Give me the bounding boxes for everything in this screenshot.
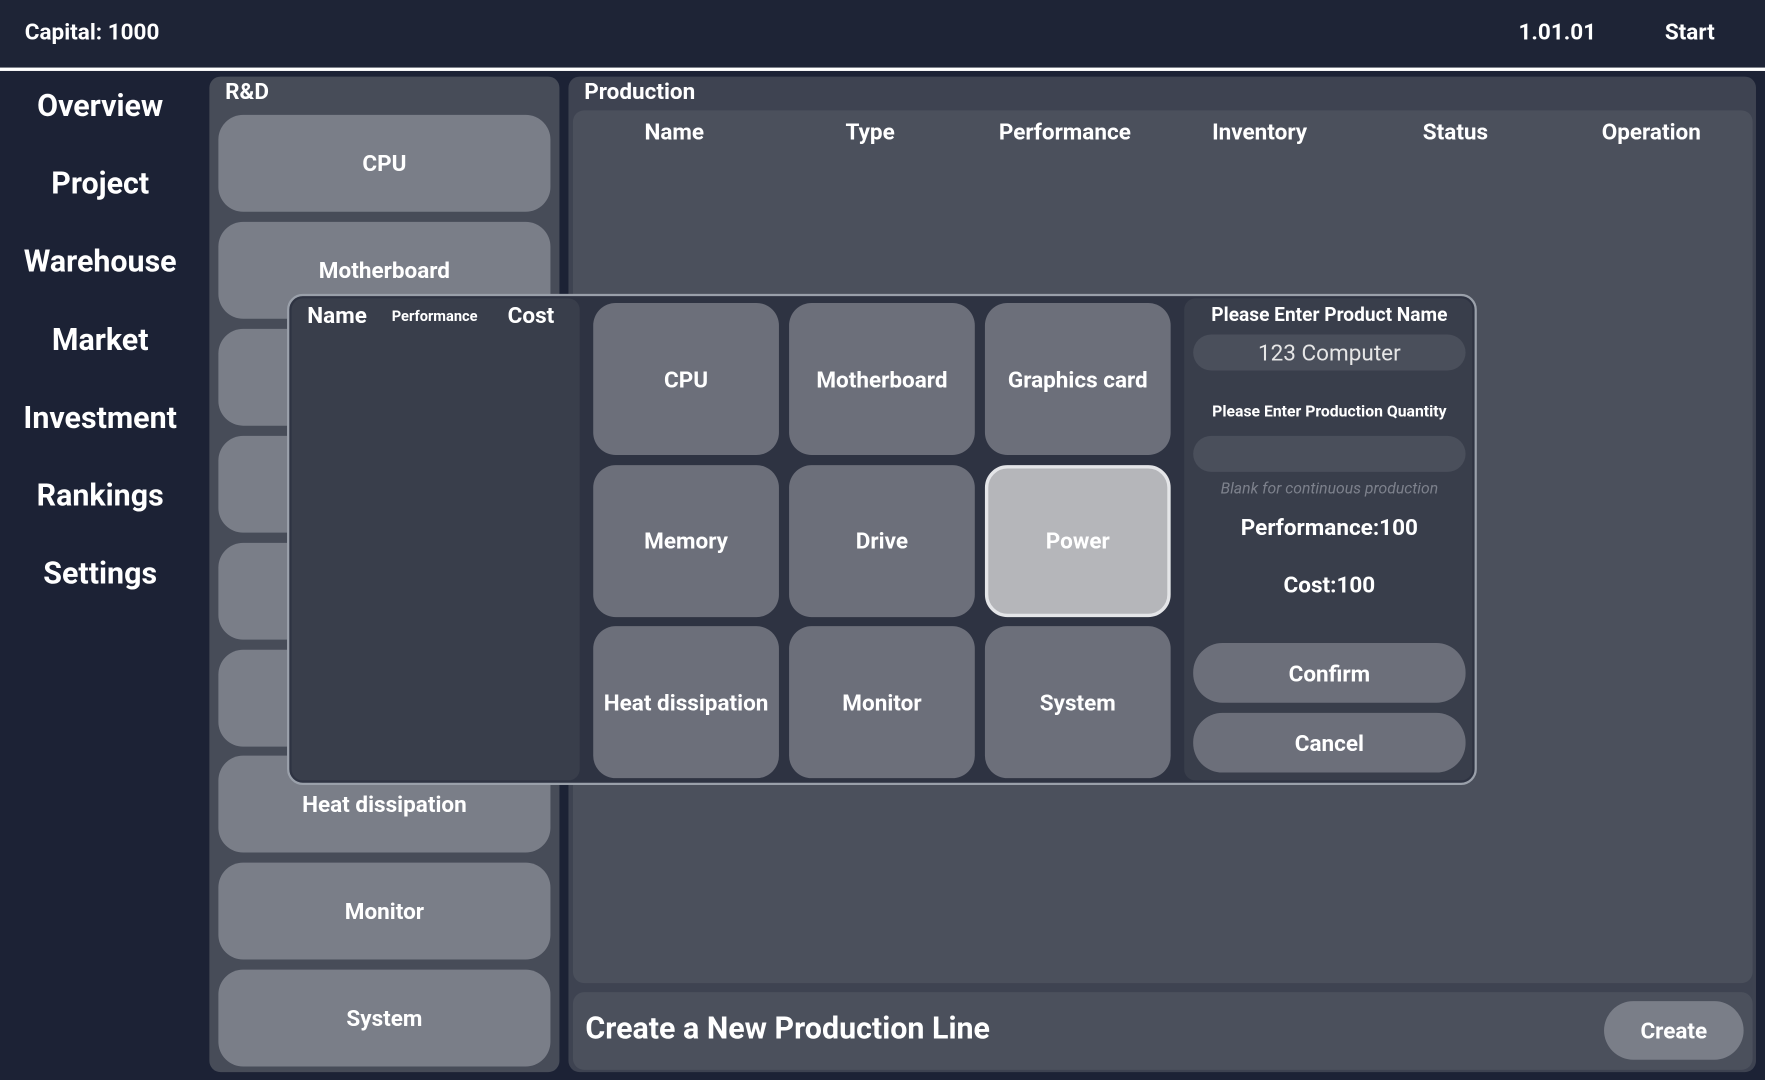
cost: Cost:100: [1283, 570, 1376, 598]
quantity-input[interactable]: [1193, 435, 1466, 472]
start-button[interactable]: Start: [1664, 18, 1715, 46]
component-button[interactable]: Power: [984, 464, 1171, 617]
component-list: [291, 298, 580, 781]
capital: Capital: 1000: [24, 18, 160, 46]
column-header: Operation: [1601, 118, 1701, 146]
component-button[interactable]: Motherboard: [789, 302, 975, 455]
column-header: Inventory: [1212, 118, 1308, 146]
component-button[interactable]: Drive: [789, 464, 975, 617]
column-header: Name: [644, 118, 705, 146]
column-header: Status: [1422, 118, 1489, 146]
nav-item[interactable]: Investment: [23, 399, 177, 436]
create-button[interactable]: Create: [1604, 1001, 1744, 1060]
nav-item[interactable]: Market: [51, 321, 149, 358]
column-header: Type: [845, 118, 895, 146]
component-button[interactable]: Monitor: [789, 626, 975, 779]
column-header: Performance: [998, 118, 1131, 146]
quantity-hint: Blank for continuous production: [1220, 479, 1439, 498]
create-line-label: Create a New Production Line: [585, 1010, 990, 1047]
divider: [0, 67, 1765, 71]
quantity-label: Please Enter Production Quantity: [1212, 403, 1447, 422]
rd-button[interactable]: System: [218, 969, 551, 1067]
list-header: Cost: [507, 301, 555, 329]
rd-button[interactable]: CPU: [218, 114, 551, 212]
nav-item[interactable]: Warehouse: [23, 243, 177, 280]
name-label: Please Enter Product Name: [1211, 304, 1448, 327]
component-button[interactable]: CPU: [593, 302, 779, 455]
component-button[interactable]: Heat dissipation: [593, 626, 779, 779]
rd-button[interactable]: Monitor: [218, 862, 551, 960]
nav-item[interactable]: Rankings: [36, 477, 164, 514]
confirm-button[interactable]: Confirm: [1193, 643, 1466, 703]
performance: Performance:100: [1240, 513, 1418, 541]
create-bar: [572, 992, 1753, 1070]
component-button[interactable]: Memory: [593, 464, 779, 617]
top-bar: [0, 0, 1765, 68]
nav-item[interactable]: Project: [51, 165, 150, 202]
component-button[interactable]: System: [984, 626, 1171, 779]
nav-item[interactable]: Settings: [43, 555, 158, 592]
name-input[interactable]: 123 Computer: [1193, 334, 1466, 371]
rd-title: R&D: [225, 77, 269, 105]
component-button[interactable]: Graphics card: [984, 302, 1171, 455]
list-header: Name: [307, 301, 367, 329]
date: 1.01.01: [1518, 18, 1597, 46]
cancel-button[interactable]: Cancel: [1193, 712, 1466, 773]
production-title: Production: [584, 77, 696, 105]
list-header: Performance: [391, 308, 478, 326]
nav-item[interactable]: Overview: [37, 87, 164, 124]
